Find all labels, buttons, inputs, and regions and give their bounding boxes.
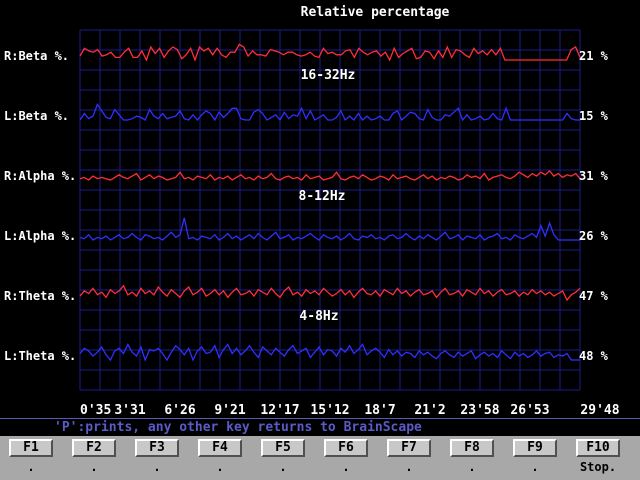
- function-key-f2[interactable]: F2: [72, 439, 116, 457]
- trace-lbeta: [79, 102, 580, 122]
- function-key-desc: .: [342, 460, 350, 474]
- band-label-beta: 16-32Hz: [301, 68, 356, 83]
- series-label: R:Beta %.: [4, 49, 69, 63]
- series-current-value: 21 %: [579, 49, 609, 63]
- chart-grid: [79, 29, 581, 391]
- series-current-value: 48 %: [579, 349, 609, 363]
- x-tick-label: 6'26: [164, 403, 195, 418]
- function-key-bar: F1. F2. F3. F4. F5. F6. F7. F8. F9. F10 Stop.: [0, 436, 640, 480]
- series-current-value: 26 %: [579, 229, 609, 243]
- function-key-f1[interactable]: F1: [9, 439, 53, 457]
- chart-labels: R:Beta %. 21 % L:Beta %. 15 % R:Alpha %. 31 %…: [4, 49, 620, 418]
- function-key-f8[interactable]: F8: [450, 439, 494, 457]
- x-tick-label: 12'17: [260, 403, 299, 418]
- x-tick-label: 23'58: [460, 403, 499, 418]
- trace-rbeta: [79, 43, 581, 62]
- series-label: L:Theta %.: [4, 349, 76, 363]
- x-tick-label: 15'12: [310, 403, 349, 418]
- series-label: R:Theta %.: [4, 289, 76, 303]
- function-key-desc: .: [279, 460, 287, 474]
- function-key-desc: .: [153, 460, 161, 474]
- series-label: L:Alpha %.: [4, 229, 76, 243]
- function-key-desc: .: [90, 460, 98, 474]
- function-key-desc: .: [27, 460, 35, 474]
- x-tick-label: 18'7: [364, 403, 395, 418]
- x-tick-label: 21'2: [414, 403, 445, 418]
- status-message: 'P':prints, any other key returns to Bra…: [54, 420, 422, 435]
- function-key-desc: .: [405, 460, 413, 474]
- trace-lalpha: [79, 217, 580, 241]
- status-bar: 'P':prints, any other key returns to Bra…: [0, 418, 640, 436]
- function-key-f7[interactable]: F7: [387, 439, 431, 457]
- x-tick-label: 9'21: [214, 403, 245, 418]
- x-tick-label: 29'48: [580, 403, 619, 418]
- bottom-panel: 'P':prints, any other key returns to Bra…: [0, 418, 640, 480]
- function-key-desc: .: [468, 460, 476, 474]
- x-tick-label: 3'31: [114, 403, 145, 418]
- series-current-value: 47 %: [579, 289, 609, 303]
- function-key-desc: .: [531, 460, 539, 474]
- function-key-f10[interactable]: F10: [576, 439, 620, 457]
- function-key-desc: Stop.: [579, 460, 617, 474]
- function-key-f6[interactable]: F6: [324, 439, 368, 457]
- function-key-desc: .: [216, 460, 224, 474]
- chart-traces: [79, 43, 581, 362]
- x-tick-label: 0'35: [80, 403, 111, 418]
- band-label-theta: 4-8Hz: [299, 309, 338, 324]
- series-label: L:Beta %.: [4, 109, 69, 123]
- x-tick-label: 26'53: [510, 403, 549, 418]
- function-key-f5[interactable]: F5: [261, 439, 305, 457]
- band-label-alpha: 8-12Hz: [299, 189, 346, 204]
- series-current-value: 15 %: [579, 109, 609, 123]
- chart-title: Relative percentage: [301, 5, 450, 20]
- series-label: R:Alpha %.: [4, 169, 76, 183]
- trace-rtheta: [79, 284, 581, 302]
- trace-ralpha: [79, 169, 581, 181]
- series-current-value: 31 %: [579, 169, 609, 183]
- trace-ltheta: [79, 342, 580, 362]
- relative-percentage-chart: R:Beta %. 21 % L:Beta %. 15 % R:Alpha %. 31 %…: [4, 5, 620, 418]
- function-key-f9[interactable]: F9: [513, 439, 557, 457]
- function-key-f3[interactable]: F3: [135, 439, 179, 457]
- function-key-f4[interactable]: F4: [198, 439, 242, 457]
